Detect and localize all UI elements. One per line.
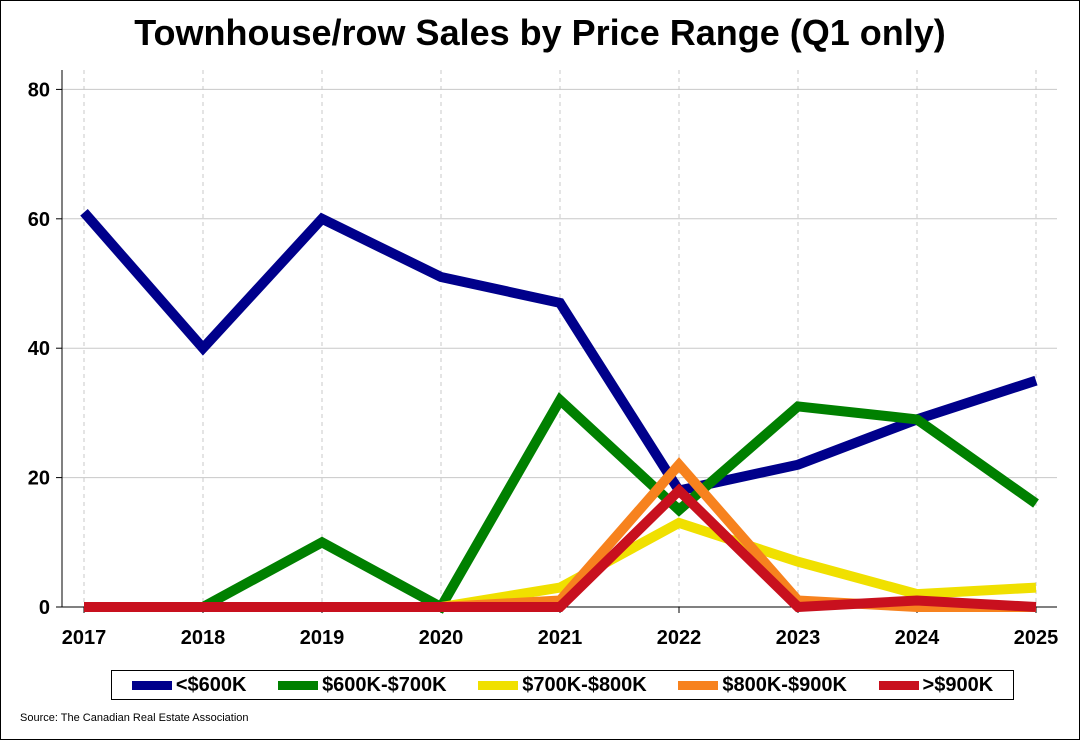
y-tick-label: 80 — [28, 79, 50, 101]
series-lines — [80, 209, 1039, 614]
legend-label: $700K-$800K — [522, 673, 647, 696]
y-tick-label: 20 — [28, 468, 50, 490]
x-tick-label: 2020 — [419, 627, 464, 649]
x-tick-label: 2021 — [538, 627, 583, 649]
legend-swatch — [278, 680, 319, 690]
legend: <$600K $600K-$700K $700K-$800K $800K-$900K >… — [111, 670, 1014, 700]
x-tick-label: 2025 — [1014, 627, 1059, 649]
legend-swatch — [478, 680, 519, 690]
legend-item: <$600K — [131, 673, 247, 697]
legend-label: $600K-$700K — [322, 673, 447, 696]
series-line-0 — [80, 209, 1038, 497]
legend-item: $600K-$700K — [278, 674, 447, 697]
chart-title: Townhouse/row Sales by Price Range (Q1 o… — [134, 12, 946, 53]
legend-label: <$600K — [175, 673, 247, 696]
x-tick-label: 2019 — [300, 627, 345, 649]
x-tick-label: 2018 — [181, 627, 226, 649]
legend-item: >$900K — [878, 673, 994, 697]
grid — [62, 70, 1057, 607]
y-tick-label: 0 — [39, 597, 50, 619]
y-tick-label: 60 — [28, 209, 50, 231]
x-tick-label: 2017 — [62, 627, 107, 649]
y-tick-label: 40 — [28, 338, 50, 360]
tick-labels: 0 20 40 60 80 2017 2018 2019 2020 2021 2022 2023 202… — [28, 79, 1059, 649]
legend-item: $700K-$800K — [478, 674, 647, 697]
x-tick-label: 2024 — [895, 627, 940, 649]
x-tick-label: 2022 — [657, 627, 702, 649]
legend-label: $800K-$900K — [722, 673, 847, 696]
series-line-4 — [84, 483, 1037, 613]
legend-swatch — [878, 680, 919, 690]
legend-swatch — [131, 680, 172, 690]
legend-label: >$900K — [922, 673, 994, 696]
source-note: Source: The Canadian Real Estate Associa… — [20, 712, 249, 724]
series-line-1 — [84, 392, 1039, 614]
x-tick-label: 2023 — [776, 627, 821, 649]
legend-swatch — [678, 680, 719, 690]
legend-item: $800K-$900K — [678, 674, 847, 697]
